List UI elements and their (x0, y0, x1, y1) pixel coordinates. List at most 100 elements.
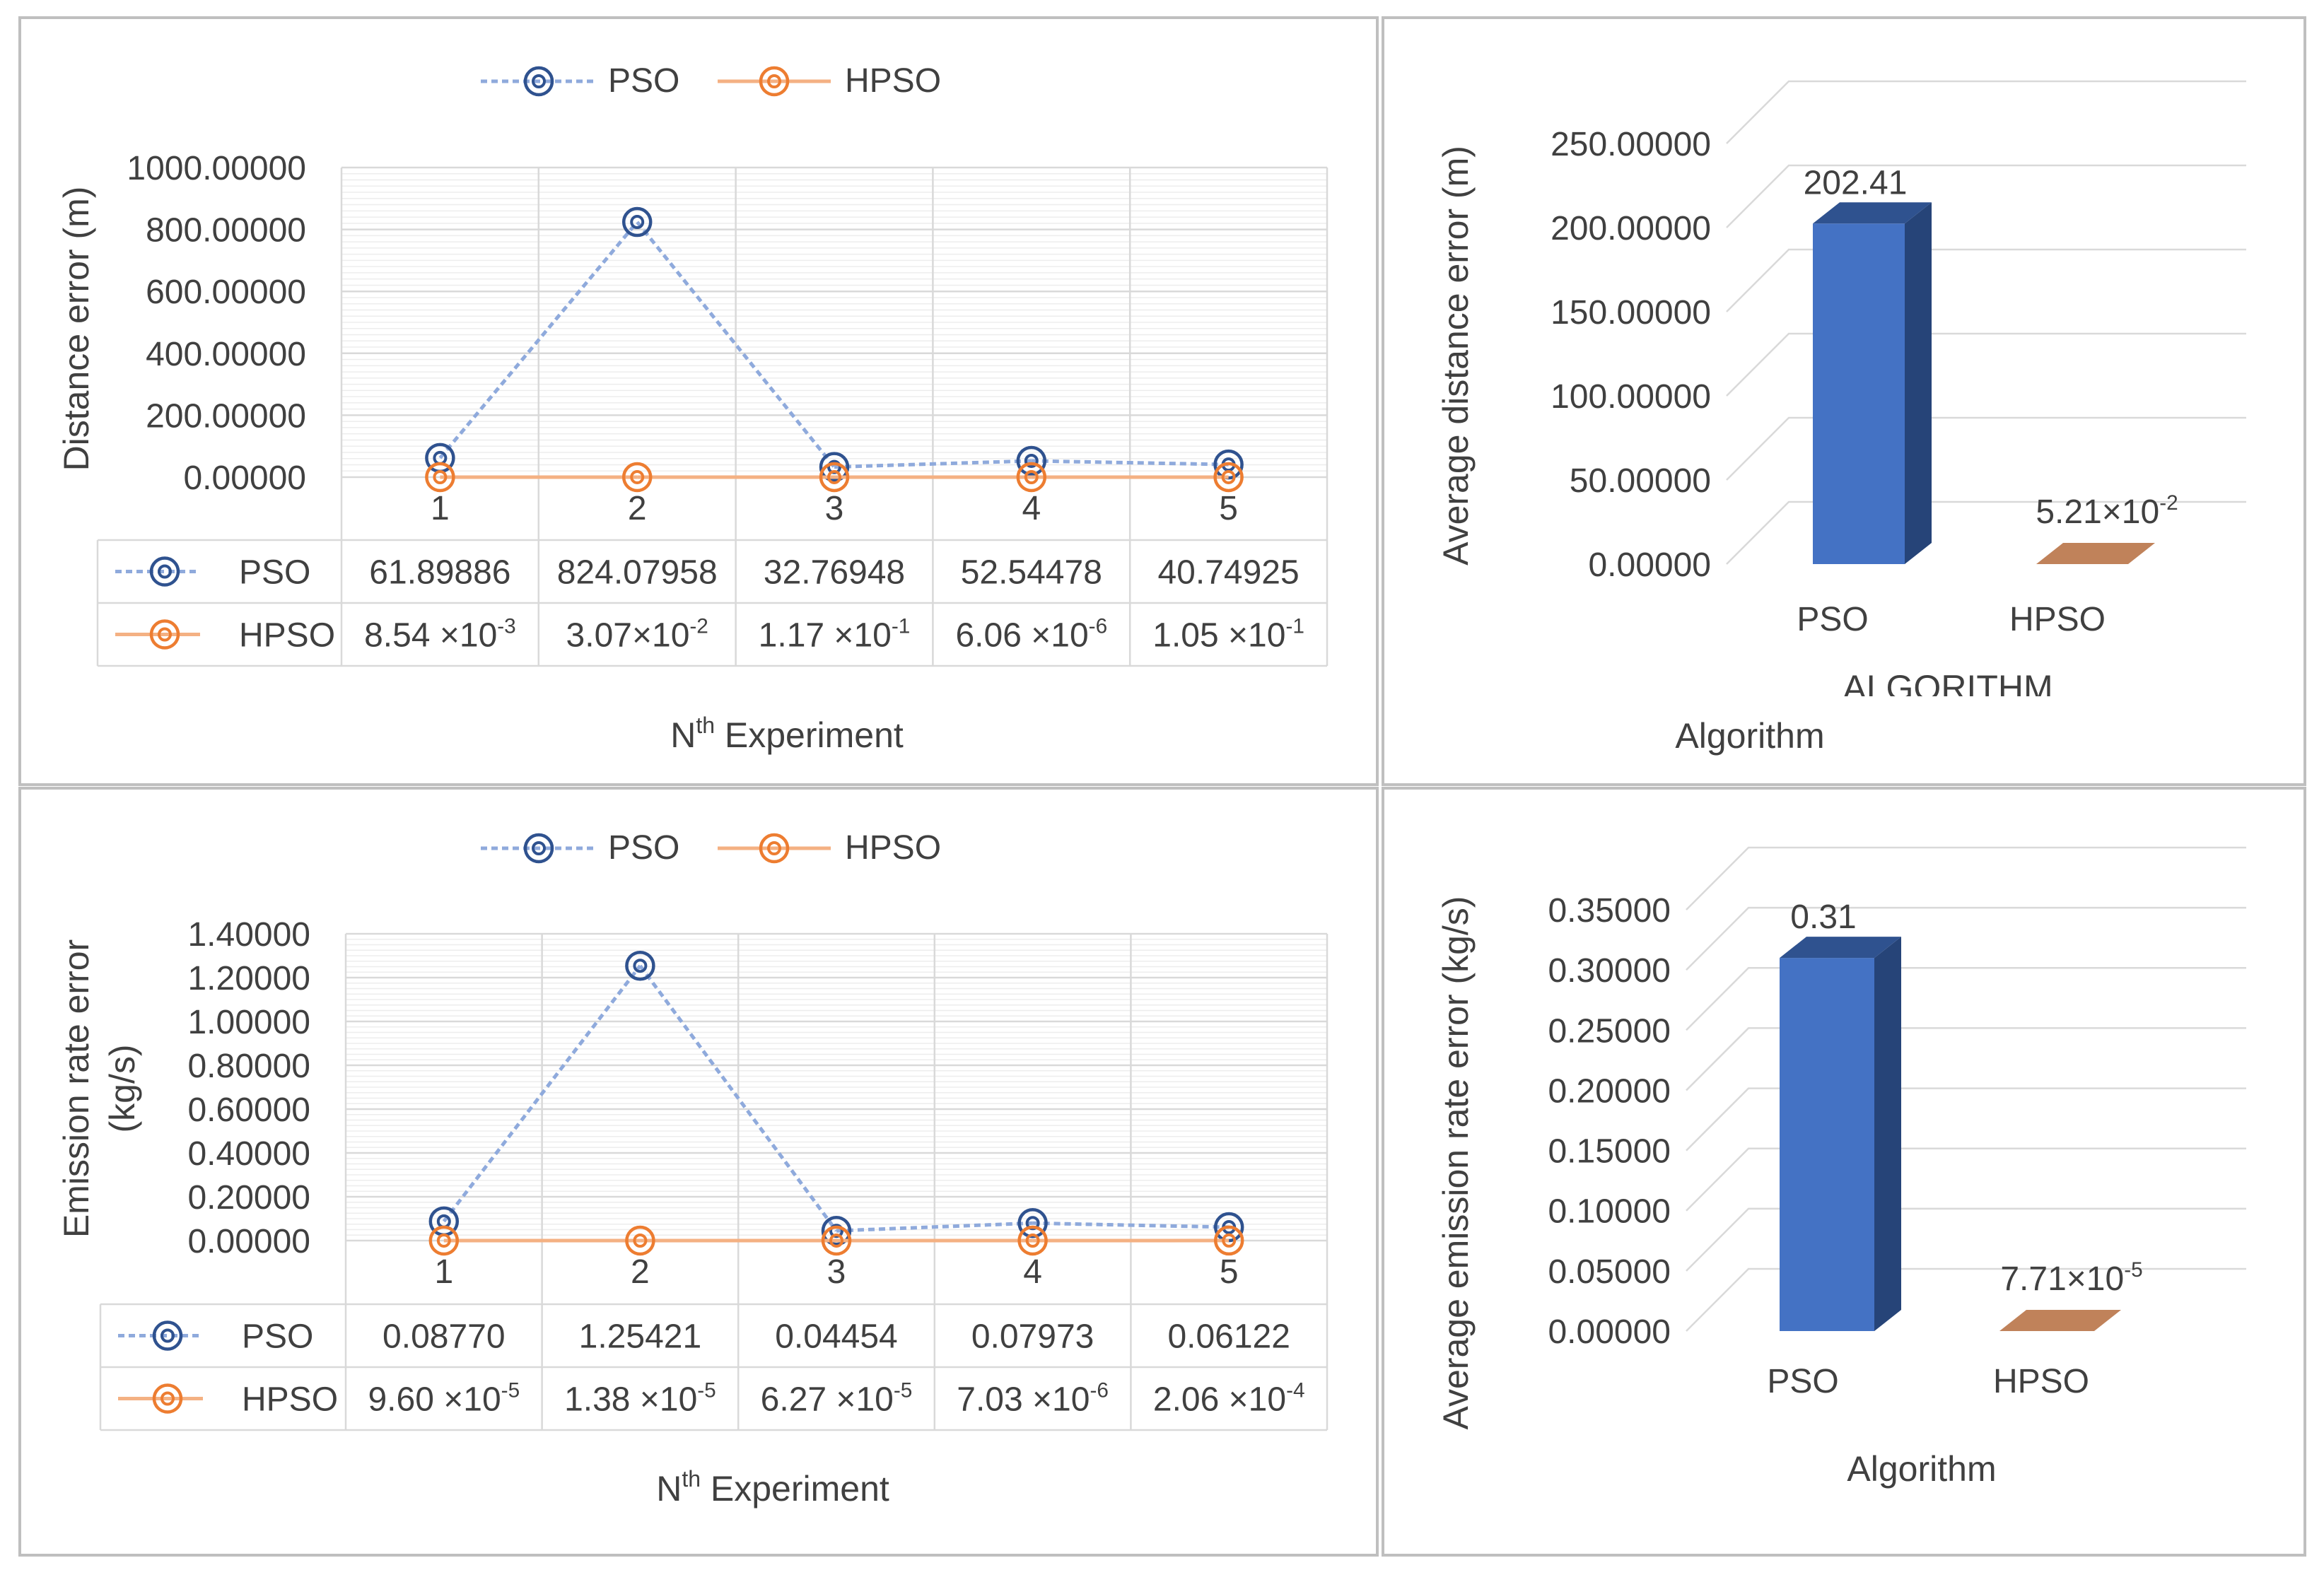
y-tick-label: 0.00000 (1548, 1313, 1671, 1351)
data-table: PSO 0.08770 1.25421 0.04454 0.07973 0.06122 HP… (99, 1303, 1327, 1431)
y-tick-label: 0.80000 (187, 1048, 310, 1085)
bars: 202.41 5.21×10-2 (1804, 164, 2178, 564)
hpso-point-outer (425, 462, 455, 493)
table-cell-exp: -5 (501, 1378, 520, 1402)
hpso-point-outer (625, 1225, 655, 1256)
legend-pso-marker-inner (532, 74, 546, 88)
table-cell: 40.74925 (1157, 554, 1299, 592)
x-axis-title-mask (1824, 696, 2079, 717)
hpso-point-outer (621, 462, 653, 493)
pso-point-outer (821, 1215, 852, 1246)
bar-pso-top (1780, 937, 1901, 959)
table-cell-base: 52.54478 (961, 554, 1102, 592)
x-tick-label: 4 (1023, 1253, 1042, 1291)
table-cell: 0.04454 (775, 1318, 898, 1356)
table-cell-exp: -1 (892, 614, 910, 638)
table-cell: 824.07958 (557, 554, 718, 592)
bar-value-label-exp: -5 (2124, 1258, 2142, 1282)
panel-frame-distance-bar (1382, 16, 2306, 786)
hpso-point-outer (819, 462, 850, 493)
hpso-point-inner (1024, 470, 1039, 484)
pso-point-outer (819, 452, 850, 482)
x-tick-labels: PSO HPSO (1797, 601, 2106, 638)
y-tick-label: 0.60000 (187, 1091, 310, 1129)
x-axis-label: Algorithm (1675, 716, 1824, 756)
y-tick-label: 1.20000 (187, 960, 310, 997)
x-tick-label: 5 (1219, 490, 1238, 527)
table-cell-base: 9.60 ×10 (368, 1381, 501, 1419)
table-cell-exp: -1 (1285, 614, 1304, 638)
y-tick-label: 200.00000 (1551, 210, 1711, 247)
legend-hpso-marker-inner (767, 841, 781, 855)
bars: 0.31 7.71×10-5 (1780, 898, 2143, 1331)
table-cell: 0.06122 (1167, 1318, 1290, 1356)
table-cell: 1.05 ×10-1 (1152, 614, 1304, 654)
x-axis-label: Nth Experiment (656, 1466, 889, 1509)
table-cell: 6.06 ×10-6 (955, 614, 1107, 654)
table-cell: 1.25421 (579, 1318, 702, 1356)
emission-bar-chart: 0.00000 0.05000 0.10000 0.15000 0.20000 0.250… (1436, 846, 2246, 1489)
legend-pso-marker-outer (523, 66, 554, 97)
y-tick-label: 200.00000 (146, 397, 306, 435)
table-cell-base: 7.03 ×10 (957, 1381, 1090, 1419)
hpso-point-inner (827, 469, 841, 484)
bar-value-label: 0.31 (1790, 898, 1856, 936)
x-tick-labels: 1 2 3 4 5 (434, 1253, 1238, 1291)
bar-value-label-base: 202.41 (1804, 164, 1908, 201)
y-tick-label: 1000.00000 (127, 150, 306, 187)
pso-segment (438, 221, 639, 459)
y-tick-label: 0.20000 (1548, 1072, 1671, 1110)
pso-segment (834, 459, 1032, 469)
pso-segment (1032, 1221, 1230, 1229)
hpso-point-inner (1025, 1233, 1040, 1248)
bar-pso-side (1874, 937, 1901, 1331)
emission-line-chart: PSO HPSO 0.00000 0.20000 0.40000 0.60000 0.8… (57, 829, 1329, 1509)
gridline (1726, 248, 2246, 312)
legend-pso-marker-outer (523, 833, 554, 864)
table-cell: 0.07973 (971, 1318, 1094, 1356)
legend-hpso-marker-outer (759, 66, 790, 97)
legend-hpso-marker-outer (759, 833, 790, 864)
x-tick-label: 2 (628, 490, 647, 527)
y-tick-labels: 0.00000 0.20000 0.40000 0.60000 0.80000 1.000… (187, 916, 310, 1260)
table-hpso-key-inner (158, 627, 172, 642)
hpso-point-outer (821, 1225, 852, 1256)
bar-pso-front (1813, 223, 1905, 564)
pso-segment (442, 964, 642, 1223)
hpso-point-outer (1016, 462, 1047, 493)
table-cell: 1.38 ×10-5 (564, 1378, 716, 1418)
pso-point-outer (621, 206, 653, 238)
table-cell: 6.27 ×10-5 (761, 1378, 913, 1418)
table-pso-key-outer (152, 1320, 183, 1351)
table-cell-exp: -6 (1090, 1378, 1108, 1402)
table-cell-base: 1.05 ×10 (1152, 617, 1285, 655)
table-cell-base: 1.38 ×10 (564, 1381, 697, 1419)
gridline (1686, 1147, 2246, 1212)
gridlines (1726, 80, 2246, 565)
y-tick-labels: 0.00000 0.05000 0.10000 0.15000 0.20000 0.250… (1548, 892, 1671, 1351)
table-cell-base: 6.27 ×10 (761, 1381, 894, 1419)
table-cell: 32.76948 (764, 554, 905, 592)
table-cell-base: 0.04454 (775, 1318, 898, 1356)
legend-hpso-label: HPSO (845, 62, 941, 100)
y-tick-label: 0.20000 (187, 1179, 310, 1217)
hpso-point-inner (630, 469, 645, 484)
gridlines (340, 166, 1329, 666)
gridline (1686, 1027, 2246, 1091)
table-cell-exp: -6 (1089, 614, 1107, 638)
y-tick-label: 0.40000 (187, 1135, 310, 1173)
table-hpso-key-outer (149, 619, 180, 650)
pso-point-inner (1024, 453, 1039, 468)
x-tick-label: 3 (827, 1253, 846, 1291)
x-tick-label: 1 (431, 490, 450, 527)
table-pso-key-inner (160, 1328, 175, 1343)
y-tick-label: 150.00000 (1551, 294, 1711, 332)
bar-value-label-exp: -2 (2159, 491, 2178, 515)
table-series-name: HPSO (242, 1381, 338, 1419)
hpso-point-inner (436, 1233, 451, 1248)
pso-segment (638, 964, 839, 1232)
table-cell-base: 6.06 ×10 (955, 617, 1088, 655)
table-pso-key-outer (149, 556, 180, 587)
pso-point-inner (630, 215, 645, 230)
